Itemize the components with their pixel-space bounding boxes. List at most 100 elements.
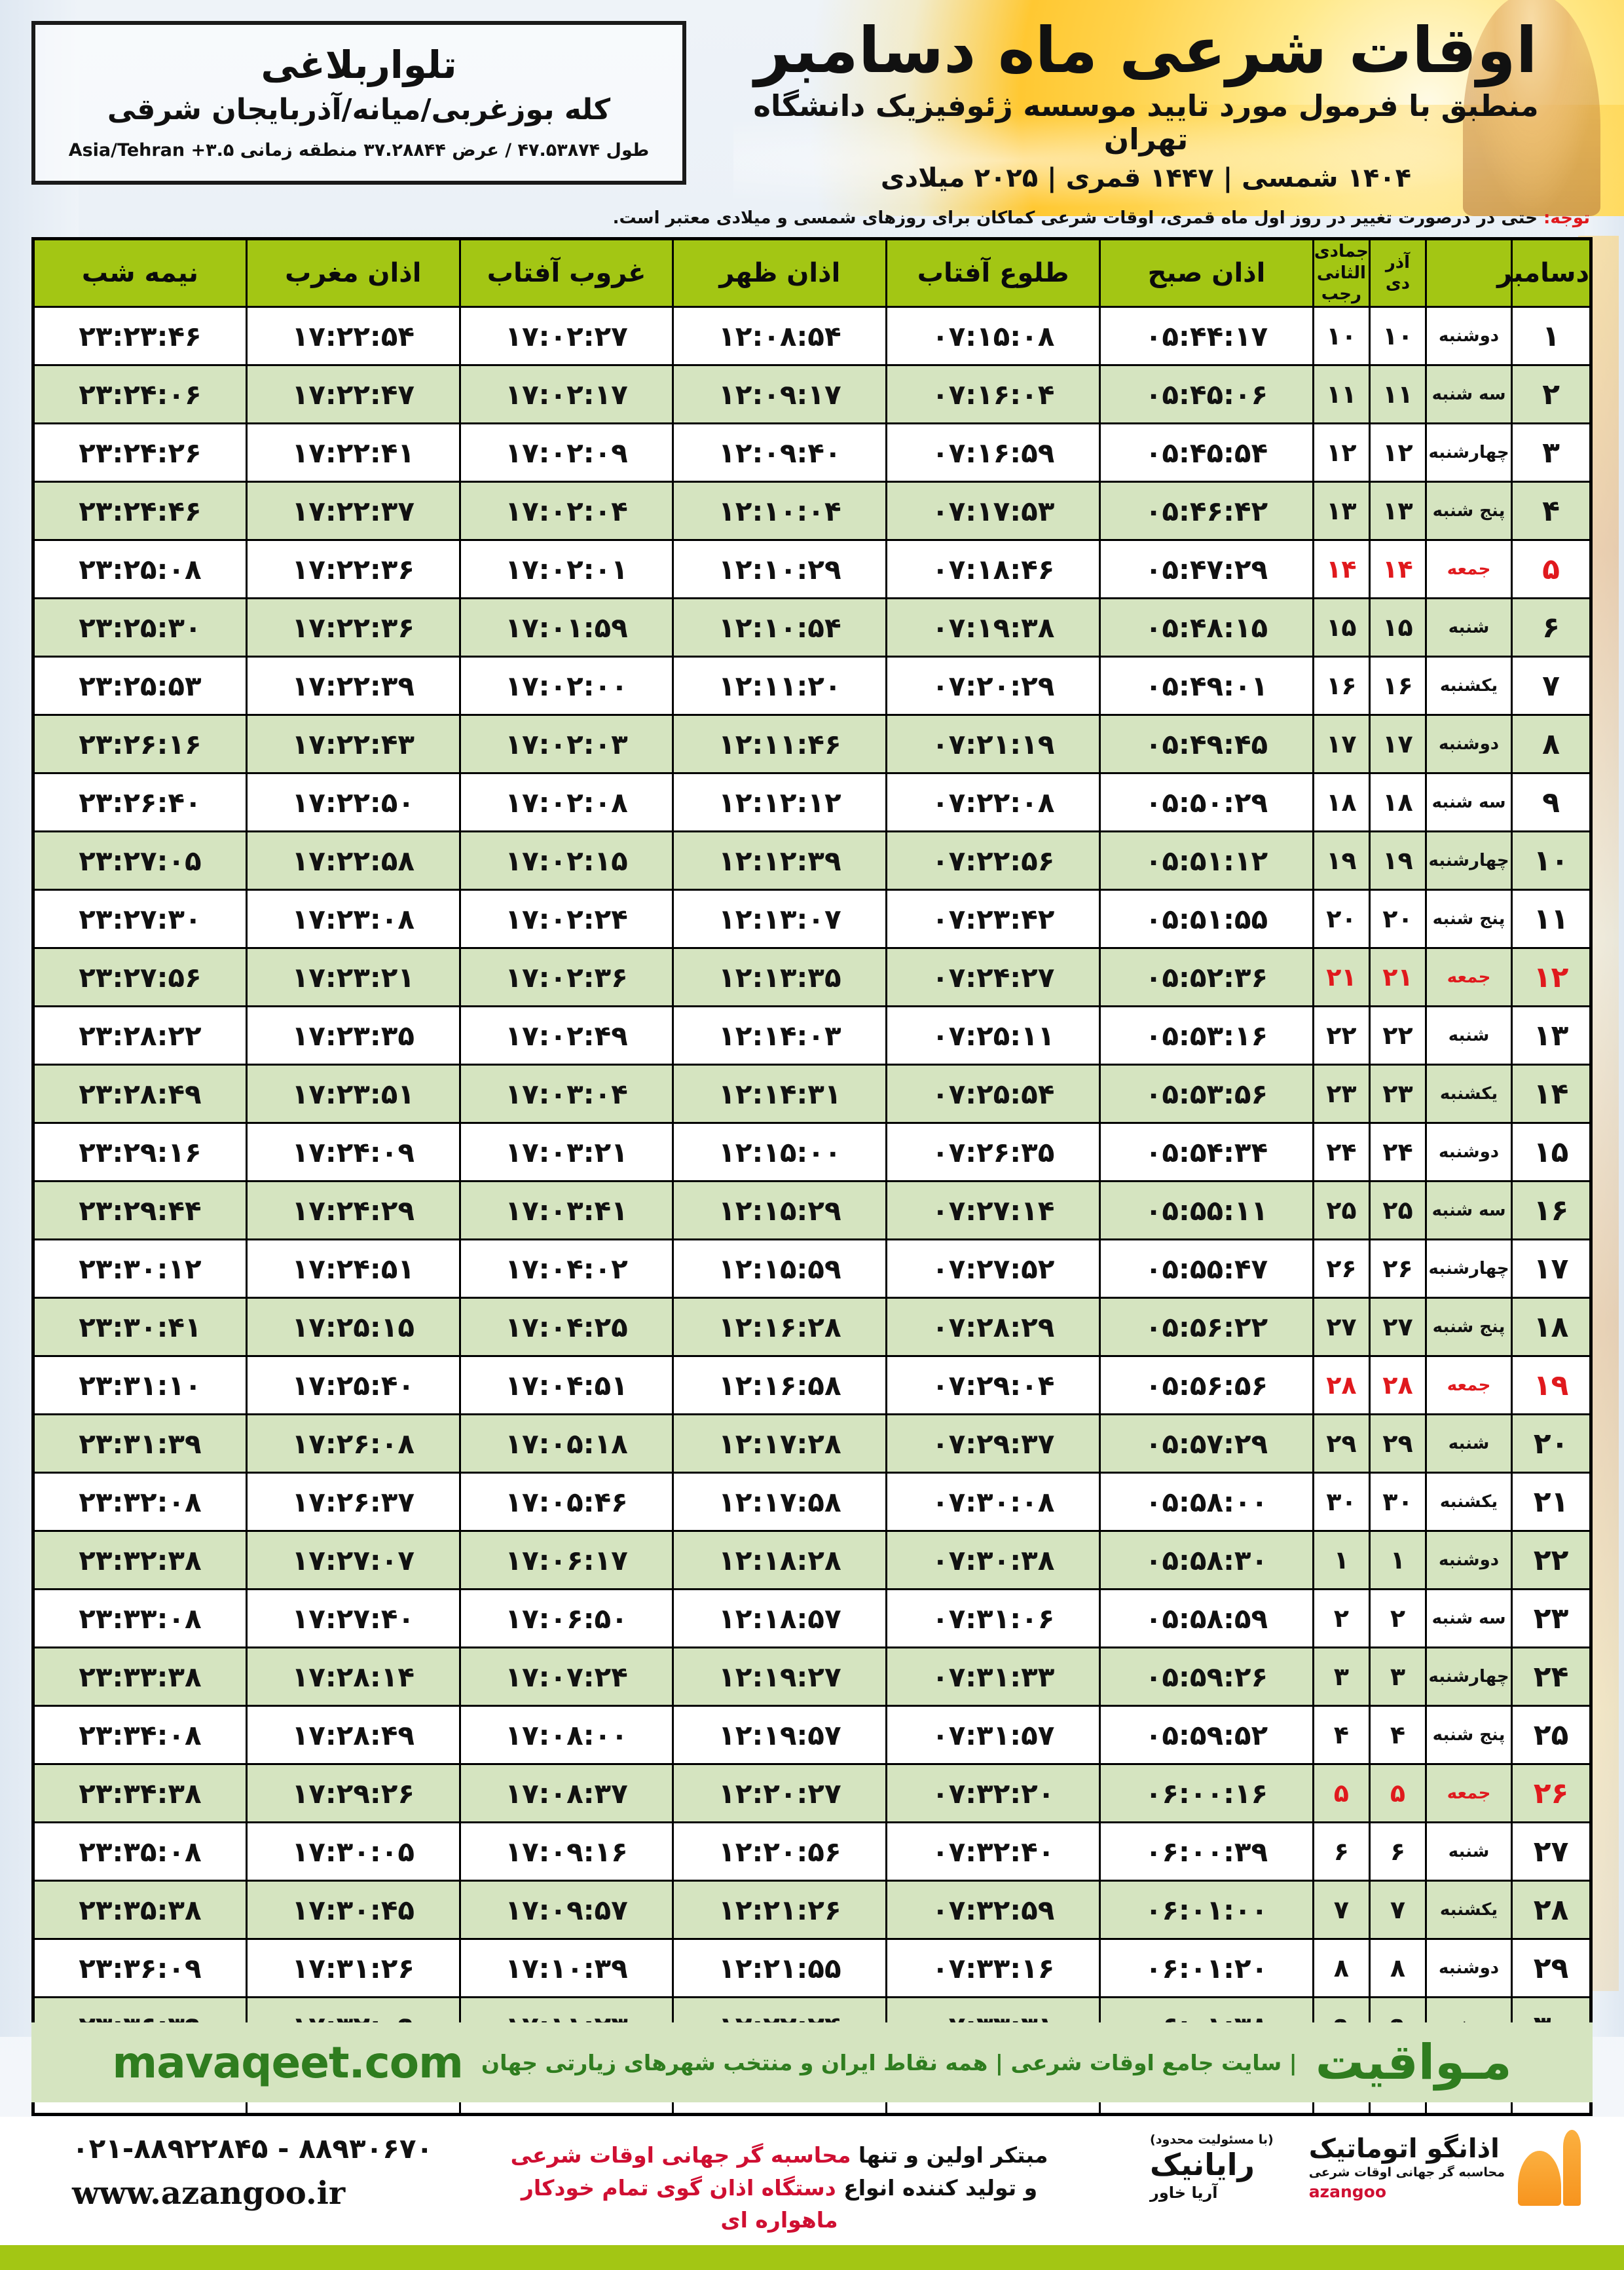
cell-gregorian-day: ۱۶ — [1511, 1180, 1592, 1240]
cell-midnight: ۲۳:۲۹:۴۴ — [32, 1180, 248, 1240]
cell-maghrib: ۱۷:۳۰:۴۵ — [245, 1880, 461, 1940]
promo-brand: مـواقیت — [1315, 2034, 1513, 2091]
table-row: ۲۴ چهارشنبه ۳ ۳ ۰۵:۵۹:۲۶ ۰۷:۳۱:۳۳ ۱۲:۱۹:۲۷ ۱۷:۰… — [32, 1647, 1592, 1707]
cell-sunrise: ۰۷:۳۲:۵۹ — [885, 1880, 1101, 1940]
footer-website[interactable]: www.azangoo.ir — [72, 2175, 346, 2212]
cell-weekday: دوشنبه — [1424, 306, 1513, 366]
azangoo-name-en: azangoo — [1308, 2182, 1387, 2201]
cell-persian-day: ۱۱ — [1368, 364, 1427, 424]
cell-fajr: ۰۵:۵۳:۵۶ — [1099, 1064, 1314, 1124]
cell-dhuhr: ۱۲:۰۹:۱۷ — [672, 364, 888, 424]
cell-dhuhr: ۱۲:۱۰:۵۴ — [672, 597, 888, 658]
location-region-path: کله بوزغربی/میانه/آذربایجان شرقی — [107, 92, 611, 126]
cell-maghrib: ۱۷:۲۴:۰۹ — [245, 1122, 461, 1182]
table-row: ۱۱ پنج شنبه ۲۰ ۲۰ ۰۵:۵۱:۵۵ ۰۷:۲۳:۴۲ ۱۲:۱۳:۰۷ ۱۷… — [32, 889, 1592, 949]
cell-sunset: ۱۷:۰۳:۲۱ — [458, 1122, 674, 1182]
cell-fajr: ۰۵:۵۵:۴۷ — [1099, 1238, 1314, 1299]
cell-sunset: ۱۷:۰۲:۱۷ — [458, 364, 674, 424]
cell-maghrib: ۱۷:۲۲:۴۱ — [245, 422, 461, 483]
cell-sunrise: ۰۷:۳۱:۵۷ — [885, 1705, 1101, 1765]
cell-sunset: ۱۷:۰۶:۵۰ — [458, 1588, 674, 1648]
cell-hijri-day: ۲۶ — [1312, 1238, 1371, 1299]
cell-fajr: ۰۵:۵۳:۱۶ — [1099, 1005, 1314, 1066]
cell-sunrise: ۰۷:۲۴:۲۷ — [885, 947, 1101, 1007]
cell-sunset: ۱۷:۰۴:۵۱ — [458, 1355, 674, 1415]
cell-sunrise: ۰۷:۲۸:۲۹ — [885, 1297, 1101, 1357]
cell-weekday: پنج شنبه — [1424, 1705, 1513, 1765]
cell-midnight: ۲۳:۳۶:۰۹ — [32, 1938, 248, 1998]
cell-dhuhr: ۱۲:۱۸:۵۷ — [672, 1588, 888, 1648]
claim-line1-red: محاسبه گر جهانی اوقات شرعی — [510, 2142, 851, 2168]
cell-weekday: شنبه — [1424, 1413, 1513, 1474]
cell-persian-day: ۲۵ — [1368, 1180, 1427, 1240]
cell-persian-day: ۱۶ — [1368, 656, 1427, 716]
cell-persian-day: ۲ — [1368, 1588, 1427, 1648]
cell-midnight: ۲۳:۲۴:۰۶ — [32, 364, 248, 424]
col-header-sunrise: طلوع آفتاب — [885, 238, 1101, 308]
rayanik-liability-note: (با مسئولیت محدود) — [1150, 2132, 1274, 2147]
claim-line1-black: مبتکر اولین و تنها — [858, 2142, 1048, 2168]
footer-claim: مبتکر اولین و تنها محاسبه گر جهانی اوقات… — [498, 2139, 1061, 2237]
cell-midnight: ۲۳:۲۵:۵۳ — [32, 656, 248, 716]
page-title: اوقات شرعی ماه دسامبر — [754, 14, 1538, 87]
table-row: ۶ شنبه ۱۵ ۱۵ ۰۵:۴۸:۱۵ ۰۷:۱۹:۳۸ ۱۲:۱۰:۵۴ ۱۷:۰۱:۵… — [32, 597, 1592, 658]
cell-midnight: ۲۳:۲۳:۴۶ — [32, 306, 248, 366]
cell-maghrib: ۱۷:۲۲:۴۳ — [245, 714, 461, 774]
cell-weekday: چهارشنبه — [1424, 830, 1513, 891]
prayer-times-table: دسامبر آذر دی جمادی الثانی رجب اذان صبح … — [31, 237, 1593, 2116]
cell-fajr: ۰۵:۴۸:۱۵ — [1099, 597, 1314, 658]
header-artwork — [733, 0, 1624, 216]
promo-url[interactable]: mavaqeet.com — [112, 2037, 463, 2088]
cell-maghrib: ۱۷:۲۶:۰۸ — [245, 1413, 461, 1474]
cell-sunrise: ۰۷:۱۶:۰۴ — [885, 364, 1101, 424]
cell-fajr: ۰۵:۵۱:۱۲ — [1099, 830, 1314, 891]
cell-sunrise: ۰۷:۱۷:۵۳ — [885, 481, 1101, 541]
cell-fajr: ۰۵:۴۹:۴۵ — [1099, 714, 1314, 774]
cell-gregorian-day: ۱۲ — [1511, 947, 1592, 1007]
cell-maghrib: ۱۷:۲۲:۵۴ — [245, 306, 461, 366]
cell-midnight: ۲۳:۳۱:۳۹ — [32, 1413, 248, 1474]
table-row: ۲۸ یکشنبه ۷ ۷ ۰۶:۰۱:۰۰ ۰۷:۳۲:۵۹ ۱۲:۲۱:۲۶ ۱۷:۰۹:… — [32, 1880, 1592, 1940]
promo-tagline: | سایت جامع اوقات شرعی | همه نقاط ایران … — [481, 2049, 1297, 2075]
cell-sunrise: ۰۷:۲۶:۳۵ — [885, 1122, 1101, 1182]
location-city: تلواربلاغی — [261, 42, 457, 87]
cell-fajr: ۰۵:۵۹:۲۶ — [1099, 1647, 1314, 1707]
cell-fajr: ۰۵:۴۷:۲۹ — [1099, 539, 1314, 599]
cell-hijri-day: ۳ — [1312, 1647, 1371, 1707]
cell-gregorian-day: ۶ — [1511, 597, 1592, 658]
cell-maghrib: ۱۷:۲۴:۲۹ — [245, 1180, 461, 1240]
cell-gregorian-day: ۱۸ — [1511, 1297, 1592, 1357]
title-block: اوقات شرعی ماه دسامبر منطبق با فرمول مور… — [714, 14, 1578, 194]
cell-maghrib: ۱۷:۲۲:۵۸ — [245, 830, 461, 891]
cell-dhuhr: ۱۲:۱۳:۰۷ — [672, 889, 888, 949]
table-row: ۱۵ دوشنبه ۲۴ ۲۴ ۰۵:۵۴:۳۴ ۰۷:۲۶:۳۵ ۱۲:۱۵:۰۰ ۱۷:۰… — [32, 1122, 1592, 1182]
cell-sunrise: ۰۷:۱۹:۳۸ — [885, 597, 1101, 658]
cell-sunrise: ۰۷:۲۲:۰۸ — [885, 772, 1101, 832]
cell-sunset: ۱۷:۰۲:۰۰ — [458, 656, 674, 716]
year-line: ۱۴۰۴ شمسی | ۱۴۴۷ قمری | ۲۰۲۵ میلادی — [880, 163, 1412, 194]
cell-weekday: دوشنبه — [1424, 1938, 1513, 1998]
cell-sunset: ۱۷:۰۲:۴۹ — [458, 1005, 674, 1066]
cell-sunset: ۱۷:۰۲:۱۵ — [458, 830, 674, 891]
cell-fajr: ۰۵:۴۴:۱۷ — [1099, 306, 1314, 366]
cell-midnight: ۲۳:۲۴:۲۶ — [32, 422, 248, 483]
cell-gregorian-day: ۲۵ — [1511, 1705, 1592, 1765]
cell-sunset: ۱۷:۰۱:۵۹ — [458, 597, 674, 658]
cell-midnight: ۲۳:۲۸:۴۹ — [32, 1064, 248, 1124]
cell-gregorian-day: ۱۳ — [1511, 1005, 1592, 1066]
location-coordinates: طول ۴۷.۵۳۸۷۴ / عرض ۳۷.۲۸۸۴۴ منطقه زمانی … — [68, 140, 650, 161]
table-row: ۱۰ چهارشنبه ۱۹ ۱۹ ۰۵:۵۱:۱۲ ۰۷:۲۲:۵۶ ۱۲:۱۲:۳۹ ۱۷… — [32, 830, 1592, 891]
cell-dhuhr: ۱۲:۱۰:۰۴ — [672, 481, 888, 541]
cell-maghrib: ۱۷:۲۲:۳۶ — [245, 597, 461, 658]
cell-maghrib: ۱۷:۲۸:۱۴ — [245, 1647, 461, 1707]
cell-gregorian-day: ۲۲ — [1511, 1530, 1592, 1590]
cell-maghrib: ۱۷:۲۴:۵۱ — [245, 1238, 461, 1299]
cell-midnight: ۲۳:۲۵:۰۸ — [32, 539, 248, 599]
table-row: ۳ چهارشنبه ۱۲ ۱۲ ۰۵:۴۵:۵۴ ۰۷:۱۶:۵۹ ۱۲:۰۹:۴۰ ۱۷:… — [32, 422, 1592, 483]
cell-fajr: ۰۵:۵۶:۵۶ — [1099, 1355, 1314, 1415]
cell-weekday: شنبه — [1424, 597, 1513, 658]
note-label: توجه: — [1543, 208, 1590, 228]
cell-weekday: دوشنبه — [1424, 1122, 1513, 1182]
table-row: ۱۸ پنج شنبه ۲۷ ۲۷ ۰۵:۵۶:۲۲ ۰۷:۲۸:۲۹ ۱۲:۱۶:۲۸ ۱۷… — [32, 1297, 1592, 1357]
col-header-persian-month: آذر دی — [1368, 238, 1427, 308]
